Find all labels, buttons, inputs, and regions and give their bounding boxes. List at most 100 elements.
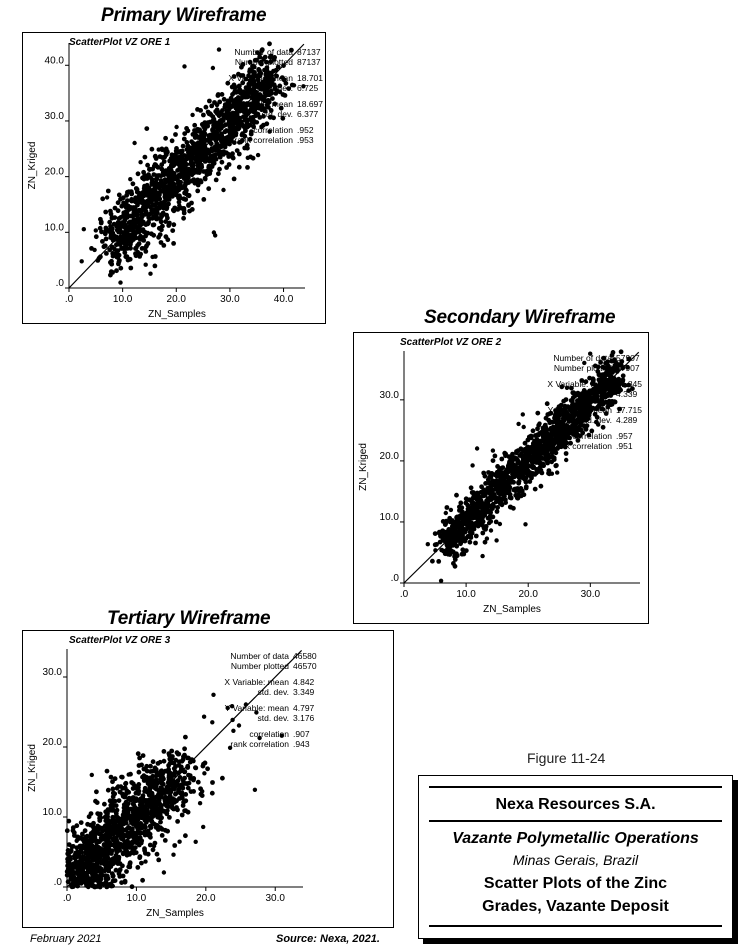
chart-title: ScatterPlot VZ ORE 1: [69, 37, 171, 48]
data-point: [609, 358, 615, 364]
data-point: [530, 464, 536, 470]
data-point: [149, 805, 155, 811]
data-point: [527, 479, 533, 484]
data-point: [485, 508, 490, 514]
company-name: Nexa Resources S.A.: [495, 796, 656, 813]
data-point: [259, 103, 265, 108]
data-point: [169, 188, 175, 194]
data-point: [142, 245, 148, 251]
data-point: [229, 84, 235, 90]
data-point: [210, 127, 215, 133]
data-point: [83, 834, 89, 840]
data-point: [153, 799, 158, 805]
data-point: [568, 440, 573, 446]
data-point: [301, 84, 306, 89]
data-point: [64, 828, 70, 834]
data-point: [135, 249, 141, 255]
data-point: [509, 478, 514, 484]
data-point: [126, 864, 131, 869]
scatter-panel-ore-2: ScatterPlot VZ ORE 2 .0 10.0 20.0 30.0 .0 10.0…: [353, 332, 649, 624]
data-point: [109, 848, 115, 854]
data-point: [452, 557, 458, 562]
data-point: [605, 359, 610, 365]
data-point: [587, 392, 592, 398]
data-point: [150, 768, 155, 774]
data-point: [131, 210, 137, 216]
data-point: [140, 753, 146, 758]
data-point: [535, 410, 541, 416]
data-point: [173, 132, 178, 137]
data-point: [114, 268, 119, 274]
data-point: [516, 421, 521, 427]
stat-label: Number plotted: [231, 661, 289, 671]
data-point: [124, 804, 130, 810]
data-point: [179, 792, 185, 798]
data-point: [175, 819, 181, 824]
data-point: [148, 763, 153, 769]
data-point: [185, 785, 191, 791]
data-point: [182, 752, 187, 758]
data-point: [225, 103, 231, 109]
data-point: [94, 789, 99, 795]
data-point: [182, 769, 188, 775]
data-point: [81, 227, 86, 232]
data-point: [573, 433, 579, 439]
data-point: [231, 74, 237, 79]
data-point: [465, 523, 471, 529]
data-point: [66, 842, 72, 847]
data-point: [105, 807, 111, 812]
data-point: [458, 500, 464, 506]
data-point: [490, 458, 496, 463]
data-point: [162, 177, 168, 182]
data-point: [221, 96, 227, 102]
data-point: [268, 59, 274, 65]
data-point: [186, 772, 191, 778]
data-point: [524, 466, 530, 472]
data-point: [177, 839, 182, 844]
data-point: [477, 515, 483, 521]
data-point: [202, 131, 208, 136]
data-point: [249, 90, 255, 96]
data-point: [251, 124, 256, 130]
data-point: [161, 758, 167, 764]
data-point: [171, 181, 177, 187]
reference-line: [68, 43, 305, 289]
reference-line: [66, 649, 303, 888]
data-point: [150, 814, 156, 819]
data-point: [266, 99, 272, 105]
data-point: [528, 448, 534, 454]
data-point: [209, 790, 215, 796]
stat-label: std. dev.: [581, 389, 613, 399]
data-point: [553, 450, 559, 456]
data-point: [166, 166, 172, 171]
data-point: [195, 126, 201, 132]
data-point: [241, 101, 246, 106]
data-point: [226, 114, 231, 120]
data-point: [470, 522, 476, 527]
data-point: [254, 710, 259, 715]
data-point: [526, 454, 532, 459]
data-point: [561, 417, 567, 423]
data-point: [94, 855, 100, 861]
data-point: [575, 438, 581, 443]
data-point: [129, 884, 135, 890]
data-point: [454, 492, 459, 498]
data-point: [459, 551, 465, 557]
data-point: [224, 108, 230, 114]
data-point: [158, 219, 164, 225]
data-point: [250, 115, 256, 120]
data-point: [145, 828, 151, 834]
data-point: [139, 860, 144, 866]
data-point: [155, 216, 161, 221]
data-point: [134, 824, 140, 829]
data-point: [152, 263, 158, 269]
scatter-chart-ore-1: ScatterPlot VZ ORE 1 .0 10.0 20.0 30.0 40.0 .0…: [27, 37, 323, 320]
data-point: [620, 373, 626, 379]
data-point: [277, 83, 283, 89]
data-point: [181, 215, 187, 221]
data-point: [211, 147, 216, 152]
data-point: [156, 234, 162, 240]
data-point: [179, 782, 185, 787]
primary-section-title: Primary Wireframe: [101, 5, 267, 26]
data-point: [438, 578, 444, 583]
